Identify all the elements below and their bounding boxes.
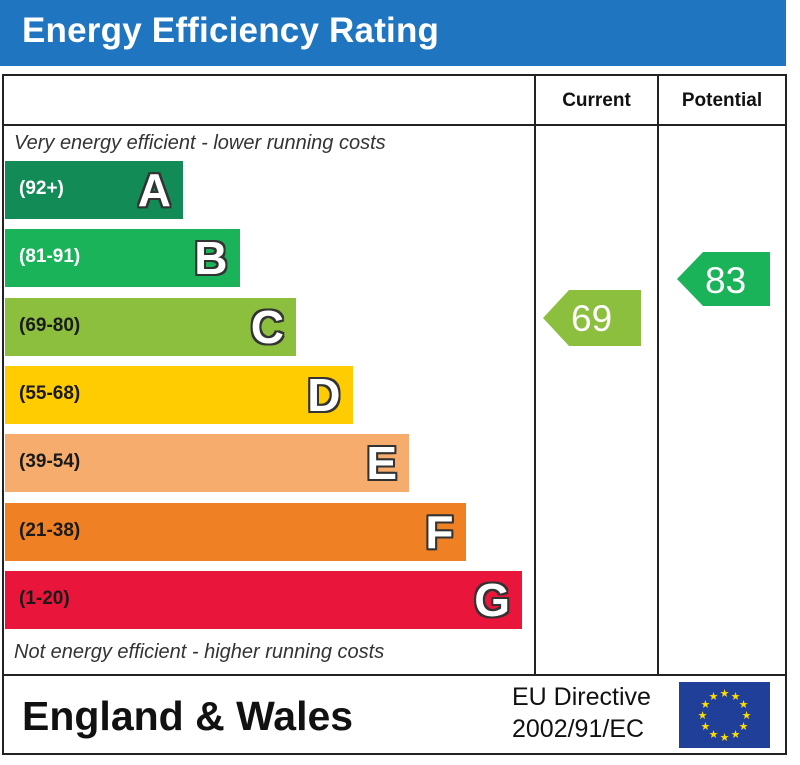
column-header-potential: Potential [681,90,763,111]
band-letter-d: D [307,368,341,421]
eu-star-icon: ★ [731,729,741,741]
band-letter-g: G [474,573,510,626]
potential-rating-value: 83 [705,260,747,302]
band-letter-a: A [137,164,171,216]
band-range-a: (92+) [19,178,64,199]
band-range-g: (1-20) [19,587,70,609]
eu-star-icon: ★ [739,699,749,711]
chart-frame [2,74,787,755]
note-top: Very energy efficient - lower running co… [14,132,386,154]
band-range-c: (69-80) [19,314,81,336]
eu-star-icon: ★ [731,691,741,703]
column-header-current: Current [562,90,631,111]
current-rating-value: 69 [571,297,613,339]
region-label: England & Wales [22,693,354,739]
chart-title: Energy Efficiency Rating [22,11,440,50]
eu-star-icon: ★ [698,710,708,722]
band-letter-c: C [250,300,284,353]
band-range-f: (21-38) [19,519,81,541]
eu-stars: ★★★★★★★★★ ★ ★★ [698,688,752,744]
band-b: (81-91) B [5,229,240,288]
eu-star-icon: ★ [709,729,719,741]
eu-star-icon: ★ [701,699,711,711]
potential-arrow-shape [677,252,770,307]
band-range-d: (55-68) [19,382,81,404]
eu-star-icon: ★ [701,721,711,733]
eu-star-icon: ★ [742,710,752,722]
band-letter-f: F [425,505,454,558]
band-c: (69-80) C [5,297,296,356]
band-range-b: (81-91) [19,246,81,268]
band-e: (39-54) E [5,434,409,493]
eu-star-icon: ★ [720,688,730,700]
eu-star-icon: ★ [739,721,749,733]
band-letter-b: B [194,232,228,285]
band-range-e: (39-54) [19,451,81,473]
column-divider-current [534,74,536,676]
band-g: (1-20) G [5,570,522,629]
band-f: (21-38) F [5,502,466,561]
title-bar: Energy Efficiency Rating [0,0,786,66]
eu-directive-line2: 2002/91/EC [512,715,645,743]
eu-directive-line1: EU Directive [512,683,651,711]
eu-star-icon: ★ [720,732,730,744]
current-arrow-shape [543,289,641,346]
band-letter-e: E [366,437,397,490]
column-divider-potential [657,74,659,676]
footer-divider [2,674,787,676]
band-a: (92+) A [5,161,183,219]
header-row-divider [2,124,787,126]
band-d: (55-68) D [5,365,353,424]
eu-flag-icon: ★ ★ ★ ★ ★ ★ ★ ★ ★ ★ ★ ★ [679,682,770,748]
eu-star-icon: ★ [709,691,719,703]
note-bottom: Not energy efficient - higher running co… [14,641,385,663]
